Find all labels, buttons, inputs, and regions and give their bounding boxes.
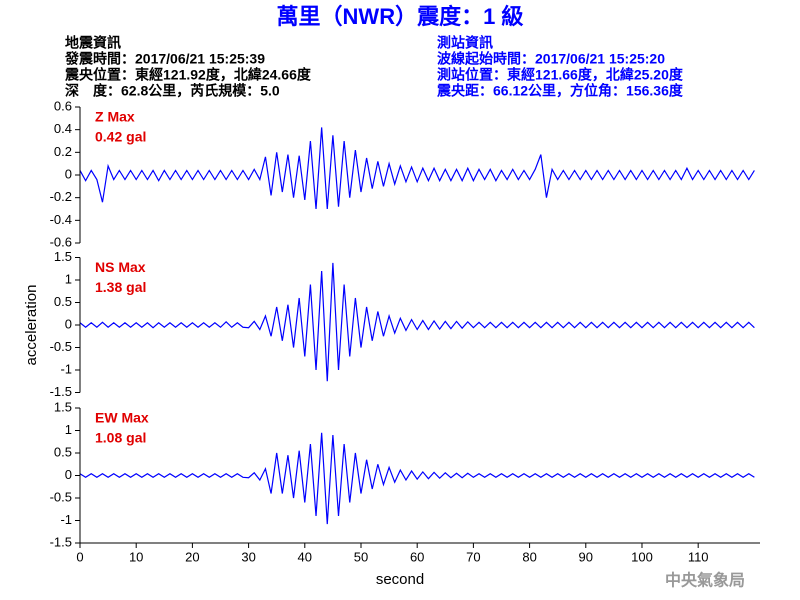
event-info: 地震資訊 xyxy=(65,35,121,51)
x-tick-label: 40 xyxy=(298,549,312,564)
y-tick-label: 1.5 xyxy=(54,399,72,414)
y-tick-label: 0 xyxy=(65,316,72,331)
waveform xyxy=(79,432,755,525)
event-info: 震央位置：東經121.92度，北緯24.66度 xyxy=(64,67,312,83)
y-tick-label: 1 xyxy=(65,422,72,437)
annotation: 1.38 gal xyxy=(95,279,146,295)
annotation: EW Max xyxy=(95,410,149,426)
x-axis-label: second xyxy=(376,571,424,588)
event-info: 發震時間：2017/06/21 15:25:39 xyxy=(64,51,265,67)
annotation: Z Max xyxy=(95,109,135,125)
x-tick-label: 60 xyxy=(410,549,424,564)
y-tick-label: -0.5 xyxy=(50,489,72,504)
y-tick-label: 0.5 xyxy=(54,294,72,309)
y-axis-label: acceleration xyxy=(23,285,40,366)
y-tick-label: 0 xyxy=(65,467,72,482)
x-tick-label: 70 xyxy=(466,549,480,564)
x-tick-label: 20 xyxy=(185,549,199,564)
x-tick-label: 110 xyxy=(688,549,709,564)
x-tick-label: 90 xyxy=(579,549,593,564)
station-info: 波線起始時間：2017/06/21 15:25:20 xyxy=(437,51,665,67)
y-tick-label: -1 xyxy=(60,512,72,527)
station-info: 震央距：66.12公里，方位角：156.36度 xyxy=(436,83,684,99)
x-tick-label: 100 xyxy=(631,549,653,564)
waveform xyxy=(79,127,755,210)
station-info: 測站位置：東經121.66度，北緯25.20度 xyxy=(437,67,684,83)
y-tick-label: -0.6 xyxy=(50,234,72,249)
y-tick-label: 0.6 xyxy=(54,98,72,113)
x-tick-label: 80 xyxy=(522,549,536,564)
annotation: 0.42 gal xyxy=(95,129,146,145)
x-tick-label: 0 xyxy=(76,549,83,564)
y-tick-label: -1.5 xyxy=(50,384,72,399)
y-tick-label: -1 xyxy=(60,361,72,376)
y-tick-label: 1.5 xyxy=(54,249,72,264)
chart-title: 萬里（NWR）震度：1 級 xyxy=(277,4,524,29)
annotation: 1.08 gal xyxy=(95,430,146,446)
y-tick-label: 0 xyxy=(65,166,72,181)
y-tick-label: -1.5 xyxy=(50,534,72,549)
y-tick-label: -0.5 xyxy=(50,339,72,354)
station-info: 測站資訊 xyxy=(437,35,493,51)
y-tick-label: 0.5 xyxy=(54,444,72,459)
x-tick-label: 30 xyxy=(241,549,255,564)
annotation: NS Max xyxy=(95,259,146,275)
y-tick-label: -0.4 xyxy=(50,212,72,227)
waveform xyxy=(79,262,755,382)
x-tick-label: 50 xyxy=(354,549,368,564)
x-tick-label: 10 xyxy=(129,549,143,564)
y-tick-label: -0.2 xyxy=(50,189,72,204)
event-info: 深 度：62.8公里，芮氏規模：5.0 xyxy=(65,83,280,99)
y-tick-label: 1 xyxy=(65,271,72,286)
y-tick-label: 0.4 xyxy=(54,121,72,136)
y-tick-label: 0.2 xyxy=(54,144,72,159)
footer: 中央氣象局 xyxy=(665,571,745,590)
